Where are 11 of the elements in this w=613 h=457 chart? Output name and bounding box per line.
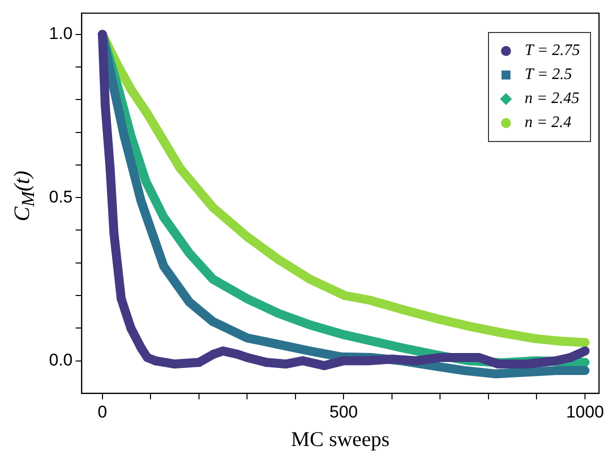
- y-tick-label: 1.0: [48, 24, 73, 44]
- y-tick-label: 0.0: [48, 350, 73, 370]
- legend-label: n = 2.4: [524, 114, 572, 132]
- x-tick-label: 0: [98, 402, 108, 422]
- legend-label: T = 2.5: [524, 66, 572, 84]
- legend-label: T = 2.75: [524, 42, 580, 60]
- y-tick-label: 0.5: [48, 187, 73, 206]
- x-tick-label: 500: [330, 402, 358, 422]
- x-axis-title: MC sweeps: [291, 426, 390, 451]
- x-tick-label: 1000: [566, 402, 604, 422]
- legend-label: n = 2.45: [524, 90, 580, 108]
